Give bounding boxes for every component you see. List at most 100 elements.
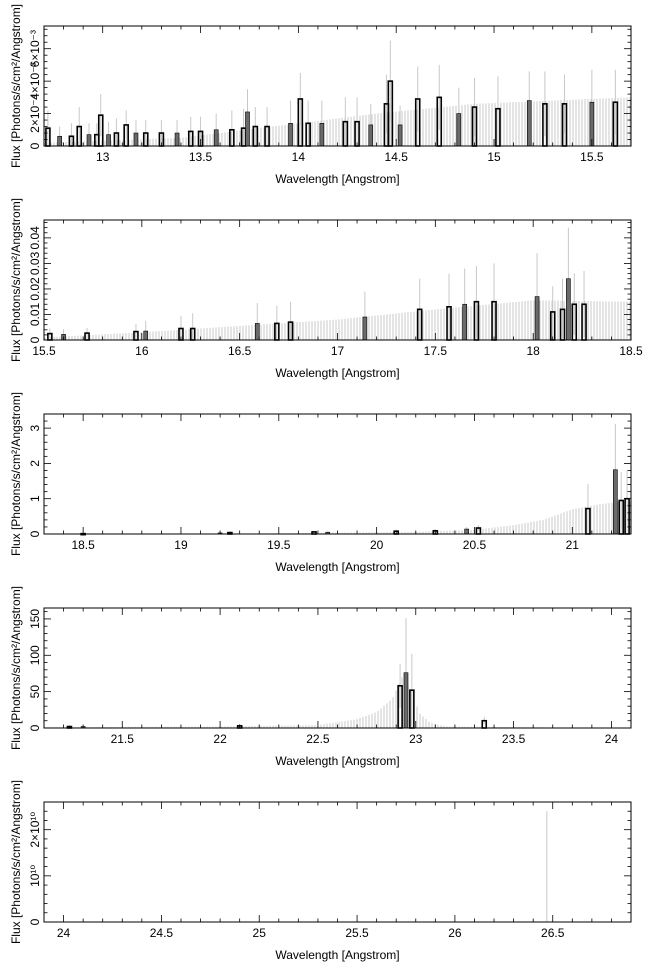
- flux-bar: [245, 111, 250, 147]
- y-tick-label: 6×10⁻³: [28, 30, 42, 67]
- flux-bar: [534, 296, 540, 341]
- x-tick-label: 21.5: [111, 732, 135, 746]
- y-tick-label: 0: [28, 336, 42, 343]
- x-tick-label: 15: [487, 150, 501, 164]
- panel-4: 21.5 22 22.5 23 23.5 24 Wavelength [Angstrom] 0…: [9, 586, 632, 768]
- flux-bar: [613, 469, 618, 535]
- y-axis-title: Flux [Photons/s/cm²/Angstrom]: [9, 198, 23, 362]
- y-axis: 0 10¹⁰ 2×10¹⁰: [28, 801, 631, 925]
- flux-bar: [368, 124, 374, 147]
- x-tick-label: 14.5: [385, 150, 409, 164]
- plot-frame: [43, 801, 632, 923]
- y-axis: 0 0.010.02 0.030.04: [28, 222, 631, 343]
- x-tick-label: 22: [213, 732, 227, 746]
- flux-bar: [57, 135, 62, 147]
- y-axis-title: Flux [Photons/s/cm²/Angstrom]: [9, 4, 23, 168]
- x-tick-label: 24: [605, 732, 619, 746]
- x-axis: 15.5 16 16.5 17 17.5 18 18.5: [32, 220, 643, 358]
- y-axis: 0 1 2 3: [28, 413, 631, 537]
- plot-frame: [43, 413, 632, 535]
- background-error-lines: [44, 300, 631, 340]
- x-tick-label: 14: [292, 150, 306, 164]
- x-tick-label: 16: [135, 344, 149, 358]
- y-tick-label: 2: [28, 460, 42, 467]
- flux-bar: [462, 303, 467, 341]
- y-tick-label: 150: [28, 609, 42, 629]
- x-tick-label: 21: [566, 538, 580, 552]
- x-tick-label: 17: [331, 344, 345, 358]
- flux-bar: [319, 122, 325, 147]
- x-tick-label: 15.5: [580, 150, 604, 164]
- x-tick-label: 18: [526, 344, 540, 358]
- x-tick-label: 15.5: [32, 344, 56, 358]
- x-tick-label: 25.5: [345, 926, 369, 940]
- x-axis-title: Wavelength [Angstrom]: [275, 948, 399, 962]
- flux-bar: [566, 278, 571, 341]
- y-tick-label: 0: [28, 724, 42, 731]
- x-tick-label: 16.5: [228, 344, 252, 358]
- flux-bar: [174, 132, 180, 147]
- y-tick-label: 0.03: [28, 251, 42, 275]
- data-bins: [47, 227, 587, 341]
- y-tick-label: 100: [28, 645, 42, 665]
- flux-bar: [288, 122, 293, 147]
- data-bins: [45, 40, 619, 147]
- flux-bar: [106, 134, 111, 147]
- y-axis-title: Flux [Photons/s/cm²/Angstrom]: [9, 780, 23, 944]
- y-axis-title: Flux [Photons/s/cm²/Angstrom]: [9, 392, 23, 556]
- panel-1: 13 13.5 14 14.5 15 15.5 Wavelength [Angstrom] 0…: [9, 4, 632, 186]
- x-tick-label: 18.5: [71, 538, 95, 552]
- x-tick-label: 23: [409, 732, 423, 746]
- flux-bar: [464, 528, 469, 535]
- x-axis-title: Wavelength [Angstrom]: [275, 754, 399, 768]
- plot-frame: [43, 607, 632, 729]
- flux-bar: [456, 113, 462, 147]
- y-tick-label: 2×10¹⁰: [28, 812, 42, 848]
- x-tick-label: 17.5: [424, 344, 448, 358]
- x-axis: 18.5 19 19.5 20 20.5 21: [43, 414, 632, 552]
- flux-bar: [86, 134, 92, 147]
- flux-bar: [403, 672, 409, 729]
- y-tick-label: 0.04: [28, 226, 42, 250]
- y-tick-label: 3: [28, 424, 42, 431]
- data-bins: [66, 618, 488, 729]
- background-error-lines: [212, 500, 631, 534]
- flux-bar: [254, 323, 260, 341]
- flux-bar: [213, 129, 219, 147]
- x-tick-label: 13.5: [189, 150, 213, 164]
- x-tick-label: 19: [174, 538, 188, 552]
- x-tick-label: 20: [370, 538, 384, 552]
- y-tick-label: 1: [28, 495, 42, 502]
- flux-bar: [133, 132, 139, 147]
- y-tick-label: 50: [28, 685, 42, 699]
- background-error-lines: [44, 677, 568, 728]
- y-tick-label: 2×10⁻⁴: [28, 94, 42, 133]
- y-tick-label: 0: [28, 530, 42, 537]
- y-tick-label: 0: [28, 918, 42, 925]
- x-tick-label: 18.5: [619, 344, 643, 358]
- y-tick-label: 4×10⁻³: [28, 62, 42, 99]
- x-tick-label: 22.5: [306, 732, 330, 746]
- x-axis: 13 13.5 14 14.5 15 15.5: [43, 26, 632, 164]
- flux-bar: [397, 124, 403, 147]
- panel-5: 24 24.5 25 25.5 26 26.5 Wavelength [Angstrom] 0…: [9, 780, 632, 962]
- y-axis: 0 2×10⁻⁴4×10⁻³6×10⁻³: [28, 28, 631, 149]
- x-tick-label: 13: [96, 150, 110, 164]
- flux-bar: [362, 316, 368, 341]
- x-tick-label: 26.5: [541, 926, 565, 940]
- x-axis-title: Wavelength [Angstrom]: [275, 172, 399, 186]
- x-tick-label: 23.5: [502, 732, 526, 746]
- x-axis: 21.5 22 22.5 23 23.5 24: [43, 608, 632, 746]
- flux-bar: [143, 330, 149, 341]
- y-tick-label: 0.02: [28, 277, 42, 301]
- x-axis: 24 24.5 25 25.5 26 26.5: [43, 802, 632, 940]
- x-axis-title: Wavelength [Angstrom]: [275, 560, 399, 574]
- y-tick-label: 10¹⁰: [28, 865, 42, 887]
- panel-2: 15.5 16 16.5 17 17.5 18 18.5 Wavelength [Angstr…: [9, 198, 643, 380]
- x-tick-label: 20.5: [463, 538, 487, 552]
- x-tick-label: 26: [448, 926, 462, 940]
- y-tick-label: 0.01: [28, 302, 42, 326]
- x-tick-label: 24.5: [150, 926, 174, 940]
